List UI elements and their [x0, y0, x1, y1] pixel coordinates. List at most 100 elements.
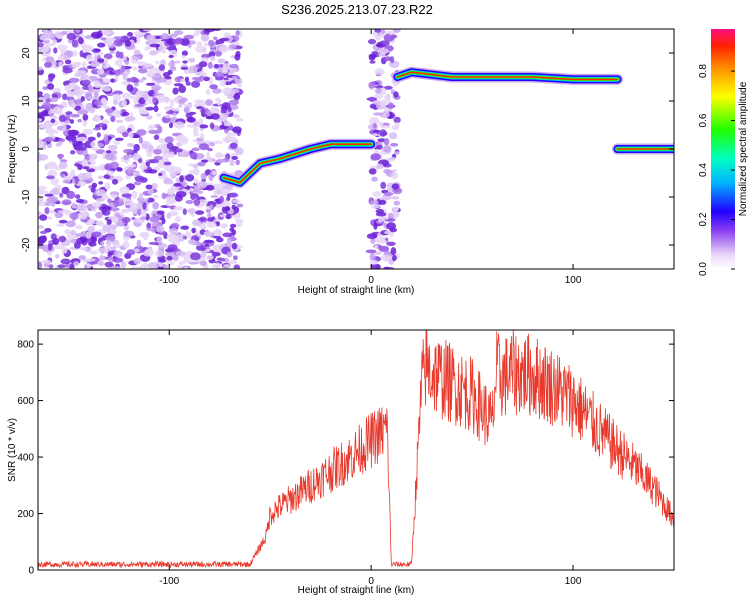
noise-blob: [51, 93, 59, 99]
noise-blob: [199, 124, 209, 129]
noise-blob: [74, 105, 82, 111]
noise-blob: [207, 61, 213, 69]
noise-blob: [195, 210, 205, 215]
noise-blob: [223, 257, 229, 263]
noise-blob: [118, 198, 124, 202]
noise-blob: [147, 262, 158, 269]
noise-blob: [210, 55, 216, 61]
noise-blob: [99, 254, 104, 262]
noise-blob: [92, 115, 102, 122]
noise-blob: [236, 221, 243, 228]
noise-blob: [77, 119, 82, 123]
noise-blob: [145, 115, 153, 120]
spec-x-tick-label: 100: [565, 275, 582, 286]
noise-blob: [126, 249, 136, 256]
noise-blob: [134, 248, 140, 253]
noise-blob: [158, 44, 166, 53]
noise-blob: [97, 68, 105, 75]
noise-blob: [387, 102, 394, 110]
noise-blob: [47, 243, 53, 251]
noise-blob: [369, 259, 379, 265]
noise-blob: [233, 93, 241, 101]
noise-blob: [62, 93, 68, 101]
noise-blob: [188, 163, 194, 167]
noise-blob: [393, 91, 399, 98]
noise-blob: [70, 103, 76, 109]
noise-blob: [374, 251, 382, 255]
noise-blob: [166, 255, 173, 261]
noise-blob: [121, 111, 130, 117]
noise-blob: [82, 166, 90, 170]
noise-blob: [96, 189, 106, 196]
noise-blob: [368, 96, 376, 102]
noise-blob: [88, 241, 97, 247]
noise-blob: [132, 78, 140, 84]
noise-blob: [367, 38, 377, 45]
noise-blob: [38, 154, 49, 161]
noise-blob: [148, 159, 159, 164]
noise-blob: [181, 50, 188, 56]
noise-blob: [111, 206, 118, 212]
noise-blob: [235, 147, 244, 156]
noise-blob: [97, 260, 104, 266]
noise-blob: [199, 133, 205, 139]
noise-blob: [58, 138, 66, 143]
noise-blob: [372, 112, 384, 116]
noise-blob: [201, 159, 209, 163]
noise-blob: [222, 87, 232, 95]
noise-blob: [157, 125, 163, 134]
noise-blob: [187, 208, 197, 214]
noise-blob: [45, 127, 55, 135]
noise-blob: [182, 60, 188, 64]
noise-blob: [38, 96, 47, 104]
noise-blob: [378, 121, 384, 127]
noise-blob: [393, 200, 401, 206]
noise-blob: [39, 230, 48, 235]
noise-blob: [69, 119, 74, 124]
noise-blob: [379, 102, 388, 106]
noise-blob: [74, 176, 79, 185]
colorbar-tick-label: 0.2: [698, 212, 709, 226]
noise-blob: [123, 148, 134, 154]
noise-blob: [374, 93, 384, 100]
noise-blob: [85, 172, 92, 178]
noise-blob: [90, 61, 100, 68]
noise-blob: [65, 220, 76, 228]
noise-blob: [43, 93, 51, 100]
noise-blob: [205, 99, 213, 106]
noise-blob: [101, 235, 107, 241]
noise-blob: [152, 222, 159, 228]
noise-blob: [139, 192, 143, 201]
colorbar-ticks: 0.0 0.2 0.4 0.6 0.8: [698, 64, 735, 276]
noise-blob: [77, 211, 88, 220]
noise-blob: [44, 193, 54, 197]
noise-blob: [139, 164, 148, 170]
noise-blob: [104, 153, 115, 161]
noise-blob: [215, 204, 223, 209]
noise-blob: [54, 244, 65, 250]
noise-blob: [133, 49, 141, 55]
noise-blob: [210, 113, 220, 120]
noise-blob: [143, 234, 149, 241]
noise-blob: [387, 212, 394, 220]
noise-blob: [142, 202, 147, 210]
noise-blob: [120, 261, 127, 269]
noise-blob: [58, 161, 68, 169]
noise-blob: [168, 169, 175, 174]
noise-blob: [158, 172, 163, 176]
noise-blob: [112, 216, 119, 224]
noise-blob: [182, 235, 187, 240]
noise-blob: [228, 99, 239, 106]
noise-blob: [78, 37, 84, 45]
noise-blob: [183, 266, 189, 269]
noise-blob: [92, 127, 102, 131]
noise-blob: [213, 187, 218, 196]
noise-blob: [76, 237, 87, 244]
noise-blob: [390, 247, 397, 256]
noise-blob: [154, 87, 159, 95]
noise-blob: [199, 75, 205, 80]
noise-blob: [376, 239, 388, 244]
noise-blob: [133, 97, 139, 105]
